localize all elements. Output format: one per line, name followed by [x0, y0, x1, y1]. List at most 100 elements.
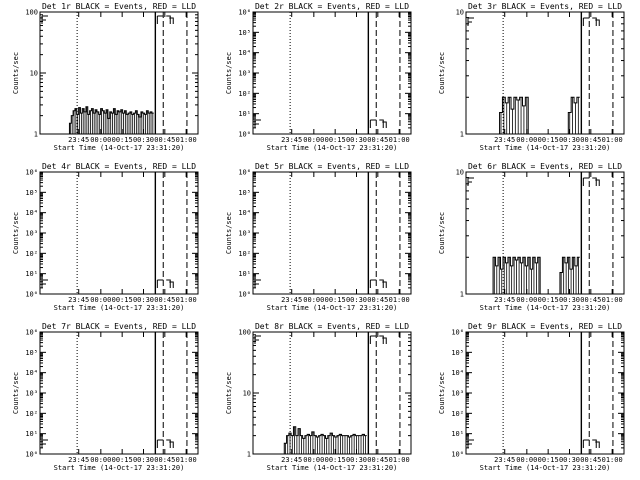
panel-title: Det 5r BLACK = Events, RED = LLD — [255, 162, 409, 171]
flag-marker — [467, 439, 474, 448]
x-tick-label: 00:15 — [325, 136, 346, 144]
y-axis-label: Counts/sec — [12, 52, 20, 94]
y-axis-label: Counts/sec — [12, 212, 20, 254]
y-tick-label: 10³ — [25, 230, 38, 238]
panel-title: Det 7r BLACK = Events, RED = LLD — [42, 322, 196, 331]
x-tick-label: 00:00 — [90, 456, 111, 464]
x-tick-label: 00:30 — [559, 456, 580, 464]
y-tick-label: 10⁵ — [451, 349, 464, 357]
flag-marker — [156, 279, 164, 288]
flag-marker — [41, 15, 48, 24]
y-tick-label: 10³ — [238, 70, 251, 78]
y-tick-label: 10⁰ — [25, 291, 38, 299]
y-tick-label: 10² — [25, 250, 38, 258]
y-tick-label: 100 — [25, 9, 38, 17]
x-tick-label: 00:45 — [580, 136, 601, 144]
x-tick-label: 00:30 — [346, 136, 367, 144]
y-axis-label: Counts/sec — [438, 212, 446, 254]
flag-marker — [379, 279, 387, 288]
y-tick-label: 10² — [238, 250, 251, 258]
y-tick-label: 10 — [30, 70, 38, 78]
y-tick-label: 10⁰ — [451, 451, 464, 459]
x-tick-label: 00:30 — [559, 296, 580, 304]
x-axis-label: Start Time (14-Oct-17 23:31:20) — [267, 304, 398, 312]
y-tick-label: 10⁴ — [238, 209, 251, 217]
x-tick-label: 00:30 — [346, 456, 367, 464]
x-tick-label: 01:00 — [176, 136, 197, 144]
x-tick-label: 00:15 — [112, 136, 133, 144]
x-tick-label: 00:15 — [325, 296, 346, 304]
panel-7: Det 7r BLACK = Events, RED = LLD 10⁰ 10¹ 10… — [12, 322, 199, 472]
flag-marker — [156, 439, 164, 448]
flag-marker — [166, 15, 174, 24]
flag-marker — [156, 15, 164, 24]
series-events — [488, 256, 580, 295]
y-axis-label: Counts/sec — [12, 372, 20, 414]
panel-title: Det 1r BLACK = Events, RED = LLD — [42, 2, 196, 11]
y-tick-label: 10 — [456, 9, 464, 17]
plot-frame — [39, 171, 199, 295]
y-axis-label: Counts/sec — [225, 212, 233, 254]
panel-title: Det 6r BLACK = Events, RED = LLD — [468, 162, 622, 171]
y-tick-label: 10⁴ — [25, 369, 38, 377]
x-tick-label: 00:15 — [325, 456, 346, 464]
panel-1: Det 1r BLACK = Events, RED = LLD 1 10 100 Co… — [12, 2, 199, 152]
flag-marker — [592, 439, 600, 448]
x-tick-label: 23:45 — [494, 456, 515, 464]
y-axis-label: Counts/sec — [438, 372, 446, 414]
x-tick-label: 01:00 — [389, 136, 410, 144]
x-tick-label: 23:45 — [494, 296, 515, 304]
x-tick-label: 01:00 — [176, 296, 197, 304]
y-tick-label: 10¹ — [451, 430, 464, 438]
flag-marker — [592, 177, 600, 186]
y-tick-label: 10⁶ — [25, 169, 38, 177]
x-tick-label: 00:00 — [516, 456, 537, 464]
x-tick-label: 23:45 — [281, 296, 302, 304]
y-tick-label: 10⁴ — [25, 209, 38, 217]
plot-frame — [465, 11, 625, 135]
panel-title: Det 9r BLACK = Events, RED = LLD — [468, 322, 622, 331]
x-tick-label: 00:00 — [303, 296, 324, 304]
series-events — [275, 426, 367, 455]
y-tick-label: 10³ — [25, 390, 38, 398]
plot-frame — [465, 171, 625, 295]
plot-frame — [39, 331, 199, 455]
x-tick-label: 23:45 — [281, 456, 302, 464]
x-tick-label: 00:45 — [154, 296, 175, 304]
flag-marker — [166, 279, 174, 288]
panel-title: Det 2r BLACK = Events, RED = LLD — [255, 2, 409, 11]
plot-frame — [465, 331, 625, 455]
x-tick-label: 01:00 — [176, 456, 197, 464]
x-axis-label: Start Time (14-Oct-17 23:31:20) — [54, 304, 185, 312]
x-tick-label: 23:45 — [494, 136, 515, 144]
y-axis-label: Counts/sec — [438, 52, 446, 94]
flag-marker — [254, 119, 261, 128]
panel-8: Det 8r BLACK = Events, RED = LLD 1 10 100 Co… — [225, 322, 412, 472]
y-tick-label: 10⁴ — [238, 49, 251, 57]
panel-2: Det 2r BLACK = Events, RED = LLD 10⁰ 10¹ 10… — [225, 2, 412, 152]
flag-marker — [166, 439, 174, 448]
flag-marker — [582, 17, 590, 26]
flag-marker — [379, 335, 387, 344]
panel-3: Det 3r BLACK = Events, RED = LLD 1 10 Count… — [438, 2, 625, 152]
plot-frame — [252, 11, 412, 135]
y-tick-label: 10⁰ — [238, 131, 251, 139]
x-tick-label: 00:45 — [154, 136, 175, 144]
x-tick-label: 01:00 — [602, 296, 623, 304]
x-tick-label: 01:00 — [602, 136, 623, 144]
x-tick-label: 00:30 — [133, 456, 154, 464]
panel-title: Det 8r BLACK = Events, RED = LLD — [255, 322, 409, 331]
y-tick-label: 10 — [243, 390, 251, 398]
flag-marker — [369, 119, 377, 128]
x-tick-label: 00:15 — [538, 136, 559, 144]
x-tick-label: 00:15 — [538, 296, 559, 304]
x-tick-label: 00:15 — [112, 296, 133, 304]
flag-marker — [582, 177, 590, 186]
flag-marker — [254, 335, 261, 344]
x-axis-label: Start Time (14-Oct-17 23:31:20) — [267, 464, 398, 472]
plot-frame — [252, 171, 412, 295]
flag-marker — [592, 17, 600, 26]
y-tick-label: 100 — [238, 329, 251, 337]
series-events — [488, 96, 580, 135]
y-tick-label: 10² — [451, 410, 464, 418]
